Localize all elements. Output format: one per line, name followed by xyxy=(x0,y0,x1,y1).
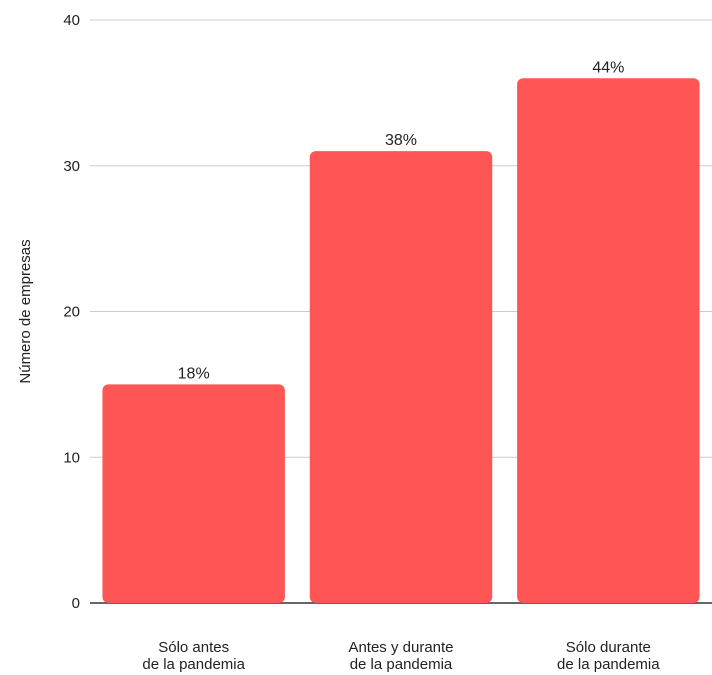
data-label: 44% xyxy=(592,59,624,76)
category-label: de la pandemia xyxy=(350,656,453,673)
data-label: 38% xyxy=(385,132,417,149)
y-tick-label: 0 xyxy=(72,595,80,612)
data-labels: 18% 38% 44% xyxy=(178,59,625,382)
bar xyxy=(102,384,285,603)
y-tick-label: 30 xyxy=(63,158,80,175)
y-tick-label: 20 xyxy=(63,304,80,321)
y-tick-label: 40 xyxy=(63,12,80,29)
category-label: de la pandemia xyxy=(142,656,245,673)
bars xyxy=(102,78,700,604)
data-label: 18% xyxy=(178,365,210,382)
y-tick-labels: 0 10 20 30 40 xyxy=(63,12,80,612)
y-axis-title: Número de empresas xyxy=(17,239,34,383)
y-tick-label: 10 xyxy=(63,449,80,466)
category-label: Sólo antes xyxy=(158,639,229,656)
category-label: Antes y durante xyxy=(348,639,453,656)
category-label: Sólo durante xyxy=(566,639,651,656)
bar xyxy=(517,78,700,604)
category-label: de la pandemia xyxy=(557,656,660,673)
bar xyxy=(309,151,493,604)
